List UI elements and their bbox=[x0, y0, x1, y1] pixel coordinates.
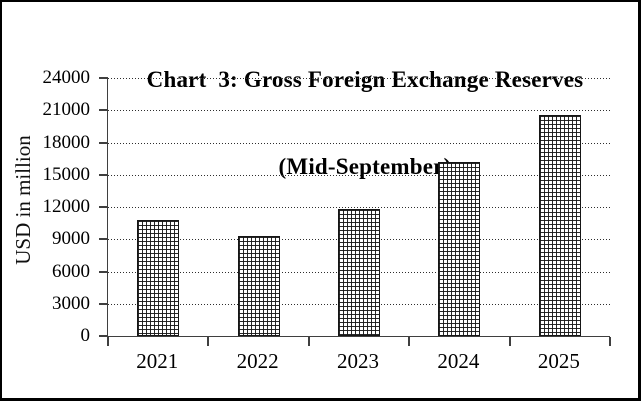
x-axis-tick-labels: 2021 2022 2023 2024 2025 bbox=[107, 349, 609, 373]
y-axis-tick-mark bbox=[99, 238, 108, 241]
bar-2021 bbox=[137, 219, 180, 336]
y-axis-tick-label: 3000 bbox=[52, 292, 90, 314]
y-axis-tick-mark bbox=[99, 173, 108, 176]
x-axis-tick-label: 2022 bbox=[236, 349, 279, 373]
y-axis-tick-mark bbox=[99, 302, 108, 305]
y-axis-tick-label: 12000 bbox=[42, 196, 91, 217]
x-axis-tick-mark bbox=[107, 337, 109, 346]
gridline bbox=[108, 78, 610, 79]
y-axis-tick-mark bbox=[99, 206, 108, 208]
y-axis-tick-labels: 0 3000 6000 9000 12000 15000 18000 21000 24000 bbox=[2, 67, 91, 346]
gridline bbox=[108, 207, 610, 208]
y-axis-tick-label: 0 bbox=[80, 325, 91, 346]
x-axis-tick-mark bbox=[609, 337, 611, 346]
bar-2023 bbox=[338, 209, 380, 336]
x-axis-tick-label: 2021 bbox=[136, 349, 179, 373]
y-axis-tick-label: 9000 bbox=[52, 228, 90, 250]
bar-2024 bbox=[438, 162, 481, 336]
y-axis-tick-mark bbox=[99, 109, 108, 112]
x-axis-tick-mark bbox=[307, 337, 310, 346]
y-axis-tick-label: 6000 bbox=[52, 260, 90, 282]
y-axis-tick-mark bbox=[99, 270, 108, 273]
y-axis-tick-label: 21000 bbox=[42, 99, 91, 121]
x-axis-tick-label: 2025 bbox=[537, 349, 580, 373]
x-axis-tick-label: 2024 bbox=[437, 349, 480, 373]
gridline bbox=[108, 110, 610, 112]
y-axis-tick-mark bbox=[99, 77, 108, 79]
x-axis-tick-mark bbox=[207, 337, 210, 346]
y-axis-tick-mark bbox=[99, 335, 108, 337]
bar-2025 bbox=[538, 114, 581, 336]
y-axis-tick-label: 15000 bbox=[42, 163, 91, 185]
y-axis-tick-mark bbox=[99, 141, 108, 144]
gridline bbox=[108, 142, 610, 144]
chart-title-line1: Chart 3: Gross Foreign Exchange Reserves bbox=[146, 67, 584, 92]
plot-area bbox=[99, 77, 611, 346]
gridline bbox=[108, 174, 610, 176]
y-axis-tick-label: 18000 bbox=[42, 131, 91, 153]
x-axis-tick-label: 2023 bbox=[337, 349, 380, 373]
bar-2022 bbox=[237, 236, 280, 336]
x-axis-tick-mark bbox=[508, 337, 511, 346]
y-axis-tick-label: 24000 bbox=[42, 67, 91, 88]
x-axis-tick-mark bbox=[408, 337, 411, 346]
